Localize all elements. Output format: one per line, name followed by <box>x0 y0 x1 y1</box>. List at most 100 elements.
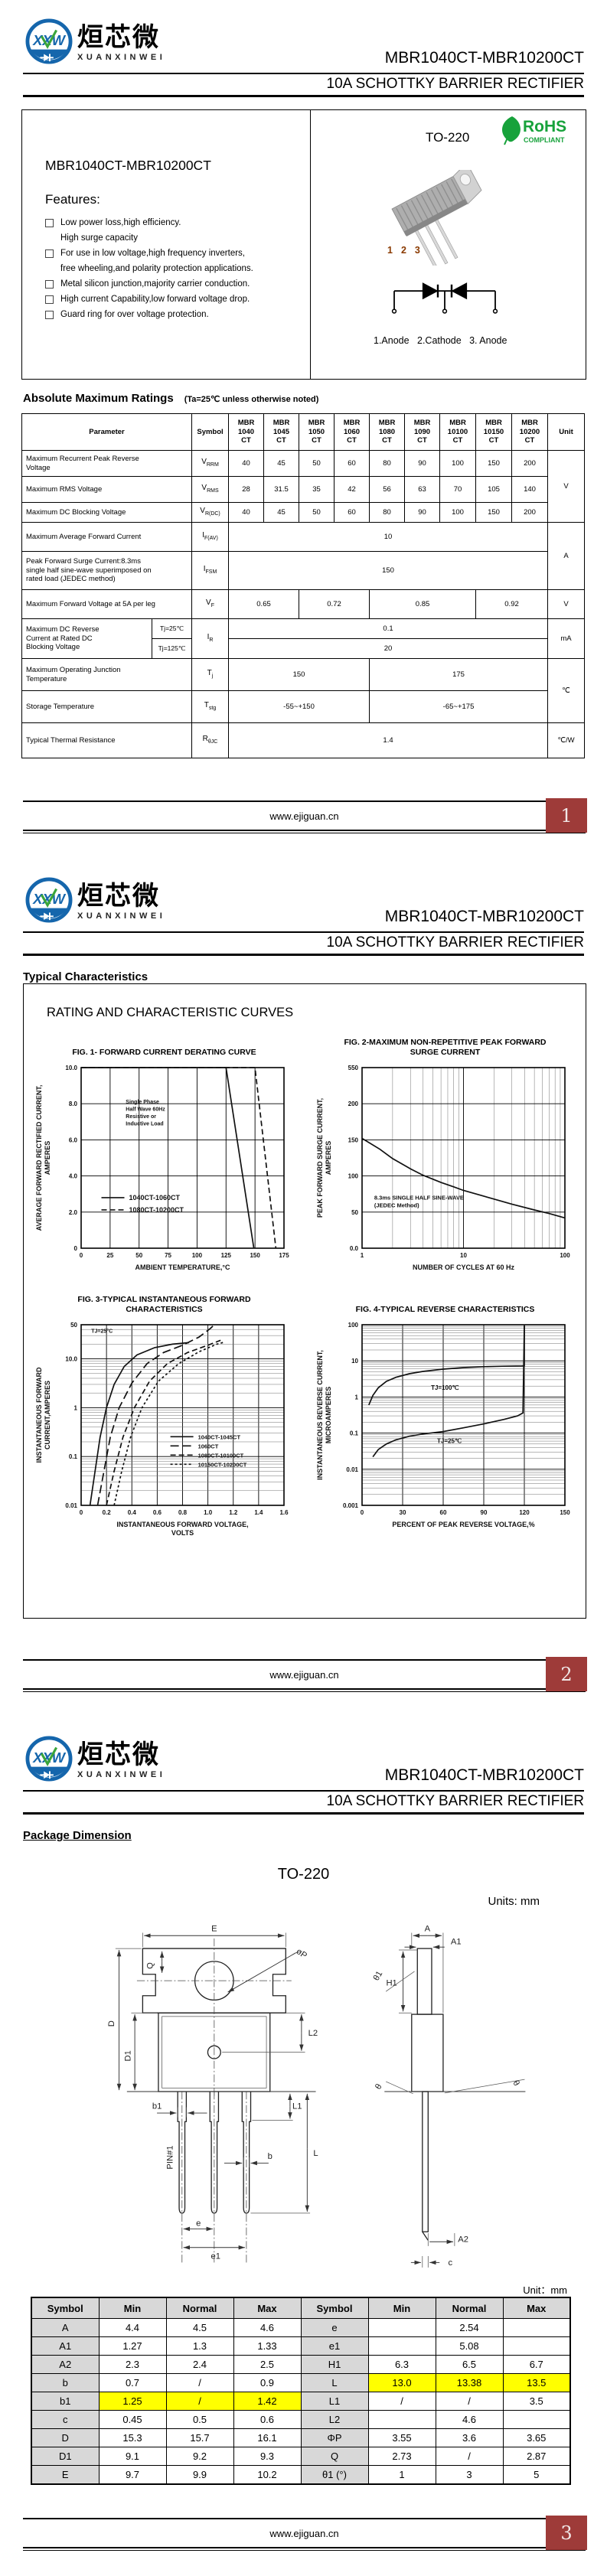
ratings-row: Peak Forward Surge Current:8.3ms single … <box>21 551 585 590</box>
figure-2: FIG. 2-MAXIMUM NON-REPETITIVE PEAK FORWA… <box>305 1037 586 1283</box>
svg-text:0.001: 0.001 <box>343 1502 359 1509</box>
dim-cell: 3.65 <box>502 2428 571 2447</box>
series-surge-current <box>361 1137 566 1219</box>
ratings-cell: MBR 1080 CT <box>369 413 406 451</box>
dim-cell: ΦP <box>300 2428 369 2447</box>
ratings-cell: Peak Forward Surge Current:8.3ms single … <box>21 551 193 590</box>
ratings-row: Maximum DC Reverse Current at Rated DC B… <box>21 618 586 659</box>
feature-text: Low power loss,high efficiency. <box>60 218 181 227</box>
ratings-cell: 100 <box>439 450 477 477</box>
brand-name-cn: 烜芯微 <box>77 23 160 52</box>
features-heading: Features: <box>45 192 100 207</box>
ratings-cell: MBR 1040 CT <box>228 413 265 451</box>
svg-text:100: 100 <box>560 1252 570 1259</box>
chart-fig3: 0 0.2 0.4 0.6 0.8 1.0 1.2 1.4 1.6 0.01 0.1 1 10.0 50 I… <box>35 1322 289 1537</box>
svg-text:10: 10 <box>351 1358 358 1365</box>
svg-text:200: 200 <box>348 1101 359 1107</box>
dimension-label-L2: L2 <box>308 2029 318 2038</box>
figure-title: FIG. 2-MAXIMUM NON-REPETITIVE PEAK FORWA… <box>344 1037 547 1058</box>
feature-text: Guard ring for over voltage protection. <box>60 310 209 319</box>
svg-text:100: 100 <box>348 1173 359 1180</box>
footer-underline <box>23 2550 586 2551</box>
ratings-cell: Unit <box>547 413 586 451</box>
ratings-cell: 70 <box>439 476 477 503</box>
svg-text:120: 120 <box>519 1509 530 1516</box>
dim-cell: / <box>435 2447 504 2466</box>
header-rule <box>23 1790 584 1792</box>
brand-name-cn: 烜芯微 <box>77 1740 160 1769</box>
ratings-cell: RθJC <box>191 722 230 758</box>
figure-title: FIG. 3-TYPICAL INSTANTANEOUS FORWARD CHA… <box>77 1294 251 1315</box>
dim-cell: 5.08 <box>435 2336 504 2356</box>
svg-text:CURRENT,AMPERES: CURRENT,AMPERES <box>44 1381 51 1449</box>
dim-cell: 0.45 <box>98 2410 167 2429</box>
dim-header-cell: Symbol <box>300 2297 369 2319</box>
series-10150CT-10200CT <box>113 1341 225 1506</box>
svg-text:50: 50 <box>135 1252 142 1259</box>
units-label: Units: mm <box>488 1895 540 1908</box>
ratings-cell: 80 <box>369 502 406 523</box>
header-part-range: MBR1040CT-MBR10200CT <box>384 1766 584 1784</box>
feature-text: High current Capability,low forward volt… <box>60 295 250 304</box>
brand-name-en: XUANXINWEI <box>77 1770 166 1779</box>
feature-text-cont: High surge capacity <box>60 233 138 243</box>
dim-cell: 15.3 <box>98 2428 167 2447</box>
ratings-cell: 35 <box>299 476 335 503</box>
features-list: Low power loss,high efficiency. High surg… <box>45 215 310 322</box>
dim-cell: 1 <box>367 2465 436 2485</box>
ratings-cell: 42 <box>334 476 370 503</box>
dim-cell: 4.6 <box>435 2410 504 2429</box>
ratings-cell: 0.1 <box>228 618 549 639</box>
dim-row: b1 1.25/1.42 L1//3.5 <box>31 2392 571 2411</box>
logo-letters: XXW <box>32 32 67 48</box>
dimension-label-Q: Q <box>145 1962 155 1969</box>
ratings-cell: mA <box>547 618 586 659</box>
package-name: TO-220 <box>426 130 470 145</box>
svg-text:AVERAGE FORWARD RECTIFIED CURR: AVERAGE FORWARD RECTIFIED CURRENT, <box>35 1085 43 1231</box>
dim-row: D 15.3 15.7 16.1 ΦP 3.55 3.6 3.65 <box>31 2428 571 2447</box>
figure-title: FIG. 4-TYPICAL REVERSE CHARACTERISTICS <box>355 1305 535 1315</box>
svg-text:AMBIENT TEMPERATURE,°C: AMBIENT TEMPERATURE,°C <box>135 1264 230 1271</box>
svg-text:1080CT-10200CT: 1080CT-10200CT <box>129 1206 184 1214</box>
ratings-cell: MBR 10200 CT <box>511 413 549 451</box>
figure-title: FIG. 1- FORWARD CURRENT DERATING CURVE <box>72 1048 256 1058</box>
dim-cell: 4.5 <box>165 2318 234 2337</box>
ratings-cell: Maximum Forward Voltage at 5A per leg <box>21 589 193 619</box>
dim-cell: 2.3 <box>98 2355 167 2374</box>
dim-cell: 13.38 <box>435 2373 504 2392</box>
svg-text:25: 25 <box>106 1252 113 1259</box>
svg-text:2.0: 2.0 <box>69 1209 78 1216</box>
feature-item: Metal silicon junction,majority carrier … <box>45 276 310 292</box>
brand-logo-icon: XXW <box>25 18 73 64</box>
ratings-cell: A <box>547 522 586 590</box>
dim-cell: 13.5 <box>502 2373 571 2392</box>
ratings-cell: 100 <box>439 502 477 523</box>
svg-text:0.8: 0.8 <box>178 1509 188 1516</box>
header-subtitle: 10A SCHOTTKY BARRIER RECTIFIER <box>326 934 584 951</box>
header-rule-2 <box>23 1812 584 1815</box>
dim-cell <box>502 2318 571 2337</box>
ratings-cell: 56 <box>369 476 406 503</box>
ratings-cell: VF <box>191 589 230 619</box>
brand-logo: XXW 烜芯微 XUANXINWEI <box>25 18 165 64</box>
svg-text:(JEDEC Method): (JEDEC Method) <box>374 1202 419 1208</box>
ratings-cell: -55~+150 <box>228 690 370 723</box>
dim-cell: c <box>31 2410 100 2429</box>
dim-cell: 0.6 <box>233 2410 302 2429</box>
dim-cell: 9.7 <box>98 2465 167 2485</box>
series-1080CT-10200CT <box>81 1067 277 1249</box>
figure-grid: FIG. 1- FORWARD CURRENT DERATING CURVE 0 2… <box>24 1037 586 1541</box>
dimension-label-E: E <box>211 1925 217 1934</box>
ratings-title: Absolute Maximum Ratings <box>23 392 174 405</box>
dim-cell: 3.55 <box>367 2428 436 2447</box>
ratings-cell: Typical Thermal Resistance <box>21 722 193 758</box>
series-TJ-25- <box>372 1325 525 1458</box>
dim-cell: 1.33 <box>233 2336 302 2356</box>
ratings-cell: VRMS <box>191 476 230 503</box>
svg-text:PERCENT OF PEAK REVERSE VOLTAG: PERCENT OF PEAK REVERSE VOLTAGE,% <box>392 1521 534 1528</box>
dim-cell: 3 <box>435 2465 504 2485</box>
dimension-label-L1: L1 <box>292 2102 302 2111</box>
chart-fig1: 0 25 50 75 100 125 150 175 0 2.0 4.0 6.0 8.0 10.0 AMBI… <box>35 1065 289 1271</box>
page-number-badge: 3 <box>546 2516 587 2550</box>
